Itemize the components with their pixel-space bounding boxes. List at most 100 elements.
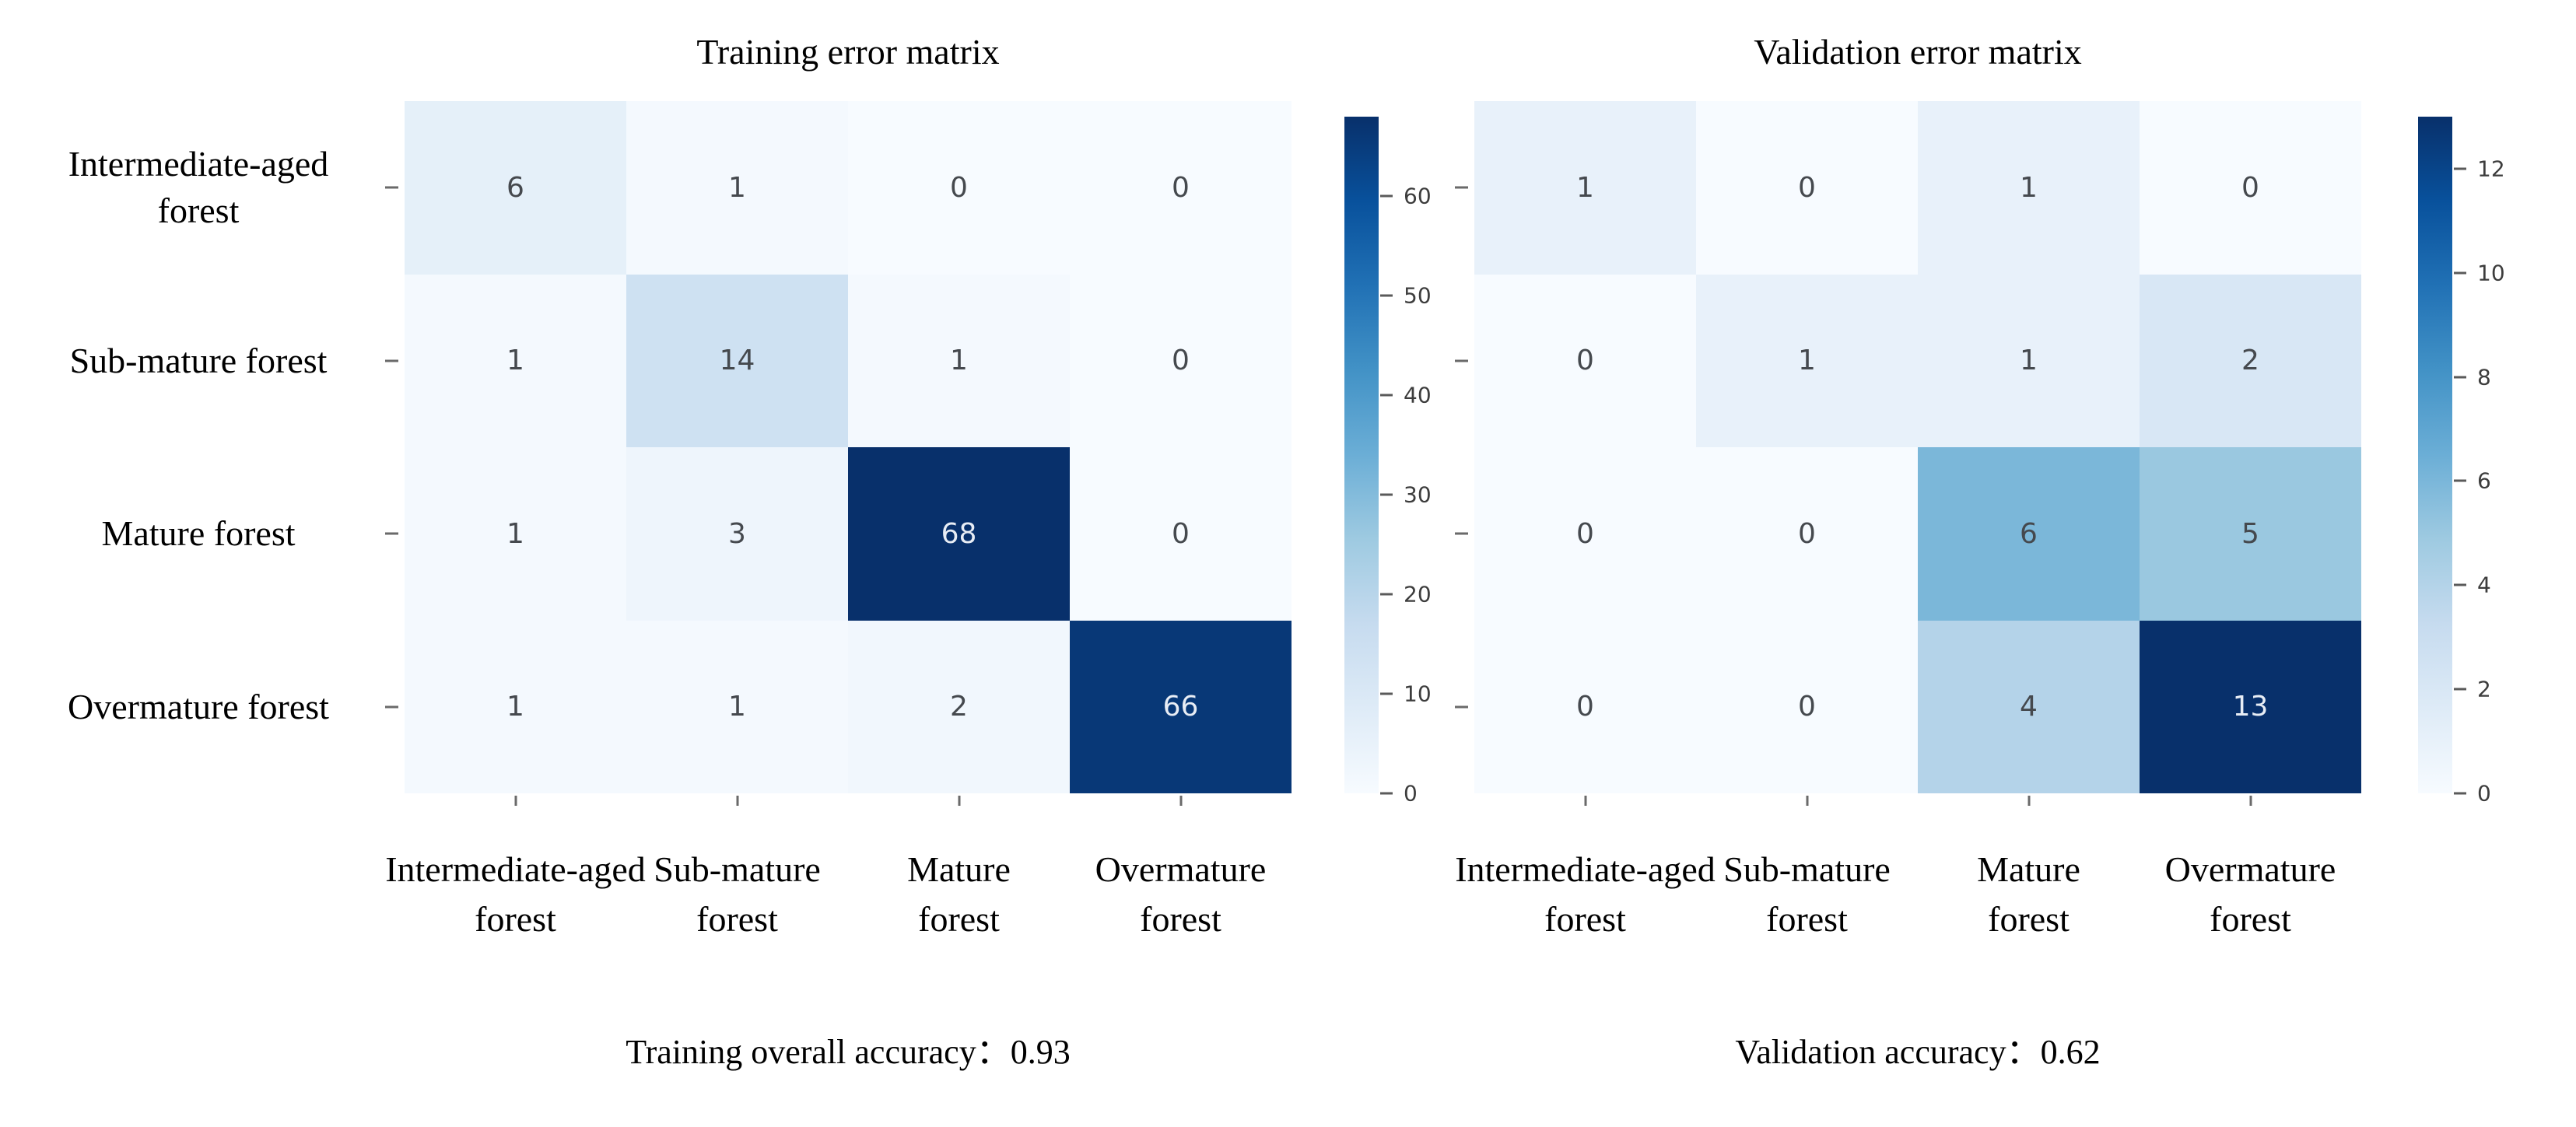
- colorbar-tick-label: 2: [2477, 676, 2491, 702]
- x-tick-mark: [1179, 796, 1182, 806]
- cell-value: 0: [1798, 517, 1816, 550]
- colorbar-tick-mark: [1380, 493, 1393, 496]
- training-accuracy-caption: Training overall accuracy：0.93: [626, 1033, 1071, 1071]
- cell-value: 0: [1798, 171, 1816, 204]
- cell-value: 1: [1798, 345, 1816, 377]
- cell-value: 0: [1576, 345, 1594, 377]
- colorbar-tick-label: 10: [2477, 260, 2505, 286]
- colorbar-tick-mark: [2454, 688, 2466, 691]
- validation-colorbar: [2418, 117, 2452, 793]
- colorbar-tick-mark: [2454, 167, 2466, 170]
- cell-value: 0: [1576, 691, 1594, 723]
- x-tick-mark: [2028, 796, 2030, 806]
- matrix-cell-r2c0: 0: [1474, 447, 1696, 621]
- validation-panel-title: Validation error matrix: [1754, 32, 2082, 72]
- colorbar-tick-label: 4: [2477, 572, 2491, 598]
- matrix-cell-r1c0: 0: [1474, 274, 1696, 447]
- y-tick-mark: [1455, 359, 1468, 362]
- x-tick-label: Overmature forest: [1095, 849, 1267, 939]
- cell-value: 0: [1172, 171, 1190, 204]
- cell-value: 0: [1172, 517, 1190, 550]
- colorbar-tick-mark: [2454, 376, 2466, 379]
- matrix-cell-r0c0: 1: [1474, 101, 1696, 275]
- training-panel-title: Training error matrix: [696, 32, 1000, 72]
- matrix-cell-r3c3: 66: [1070, 620, 1292, 793]
- y-tick-mark: [385, 359, 398, 362]
- colorbar-tick-mark: [1380, 294, 1393, 297]
- x-tick-label: Mature forest: [1977, 849, 2080, 939]
- validation-x-axis-ticks: [1474, 794, 2361, 808]
- x-tick-mark: [1806, 796, 1808, 806]
- x-tick-mark: [1584, 796, 1586, 806]
- x-tick-mark: [514, 796, 517, 806]
- matrix-cell-r2c3: 0: [1070, 447, 1292, 621]
- training-colorbar: [1344, 117, 1379, 793]
- cell-value: 1: [950, 345, 968, 377]
- matrix-cell-r2c1: 0: [1696, 447, 1918, 621]
- y-tick-label: Sub-mature forest: [69, 340, 328, 380]
- validation-y-axis-ticks: [1453, 101, 1474, 793]
- cell-value: 1: [1576, 171, 1594, 204]
- matrix-cell-r0c2: 0: [848, 101, 1070, 275]
- matrix-cell-r3c0: 0: [1474, 620, 1696, 793]
- validation-x-axis-labels: Intermediate-aged forest Sub-mature fores…: [1455, 845, 2361, 977]
- colorbar-tick-mark: [1380, 194, 1393, 198]
- colorbar-tick-mark: [1380, 593, 1393, 596]
- cell-value: 1: [728, 171, 746, 204]
- colorbar-tick-mark: [2454, 792, 2466, 795]
- cell-value: 1: [506, 691, 524, 723]
- matrix-cell-r0c1: 0: [1696, 101, 1918, 275]
- cell-value: 3: [728, 517, 746, 550]
- x-tick-mark: [958, 796, 960, 806]
- x-tick-label: Mature forest: [907, 849, 1011, 939]
- colorbar-tick-mark: [1380, 692, 1393, 695]
- matrix-cell-r1c3: 2: [2140, 274, 2361, 447]
- matrix-cell-r2c2: 68: [848, 447, 1070, 621]
- training-y-axis-labels: Intermediate-aged forest Sub-mature fores…: [12, 101, 385, 793]
- matrix-cell-r3c2: 2: [848, 620, 1070, 793]
- cell-value: 0: [2241, 171, 2259, 204]
- matrix-cell-r3c0: 1: [405, 620, 626, 793]
- matrix-cell-r3c3: 13: [2140, 620, 2361, 793]
- x-tick-label: Intermediate-aged forest: [385, 849, 646, 939]
- matrix-cell-r2c1: 3: [626, 447, 848, 621]
- validation-heatmap-grid: 1 0 1 0 0 1 1 2 0 0 6 5 0 0 4 13: [1474, 101, 2361, 793]
- cell-value: 2: [950, 691, 968, 723]
- training-heatmap-grid: 6 1 0 0 1 14 1 0 1 3 68 0 1 1 2 66: [405, 101, 1292, 793]
- colorbar-tick-mark: [2454, 479, 2466, 482]
- cell-value: 1: [2020, 345, 2038, 377]
- validation-accuracy-caption: Validation accuracy：0.62: [1735, 1033, 2101, 1071]
- cell-value: 68: [941, 517, 977, 550]
- colorbar-tick-label: 10: [1404, 681, 1432, 707]
- x-tick-label: Sub-mature forest: [1723, 849, 1891, 939]
- matrix-cell-r2c3: 5: [2140, 447, 2361, 621]
- cell-value: 0: [1576, 517, 1594, 550]
- matrix-cell-r0c0: 6: [405, 101, 626, 275]
- validation-y-axis-labels: [12, 101, 385, 793]
- y-tick-label: Mature forest: [101, 513, 296, 554]
- cell-value: 1: [728, 691, 746, 723]
- matrix-cell-r1c1: 14: [626, 274, 848, 447]
- cell-value: 2: [2241, 345, 2259, 377]
- cell-value: 5: [2241, 517, 2259, 550]
- colorbar-tick-mark: [2454, 583, 2466, 586]
- colorbar-tick-mark: [2454, 271, 2466, 275]
- validation-colorbar-ticks: 12 10 8 6 4 2 0: [2452, 117, 2576, 807]
- cell-value: 0: [1172, 345, 1190, 377]
- x-tick-mark: [736, 796, 738, 806]
- training-x-axis-ticks: [405, 794, 1292, 808]
- y-tick-label: Intermediate-aged forest: [68, 144, 329, 231]
- training-colorbar-ticks: 60 50 40 30 20 10 0: [1379, 117, 1503, 807]
- cell-value: 13: [2232, 691, 2269, 723]
- colorbar-tick-label: 0: [1404, 780, 1418, 807]
- colorbar-tick-mark: [1380, 792, 1393, 795]
- colorbar-tick-label: 50: [1404, 282, 1432, 309]
- cell-value: 1: [2020, 171, 2038, 204]
- matrix-cell-r3c1: 1: [626, 620, 848, 793]
- matrix-cell-r0c3: 0: [1070, 101, 1292, 275]
- cell-value: 66: [1162, 691, 1199, 723]
- matrix-cell-r3c1: 0: [1696, 620, 1918, 793]
- matrix-cell-r3c2: 4: [1918, 620, 2140, 793]
